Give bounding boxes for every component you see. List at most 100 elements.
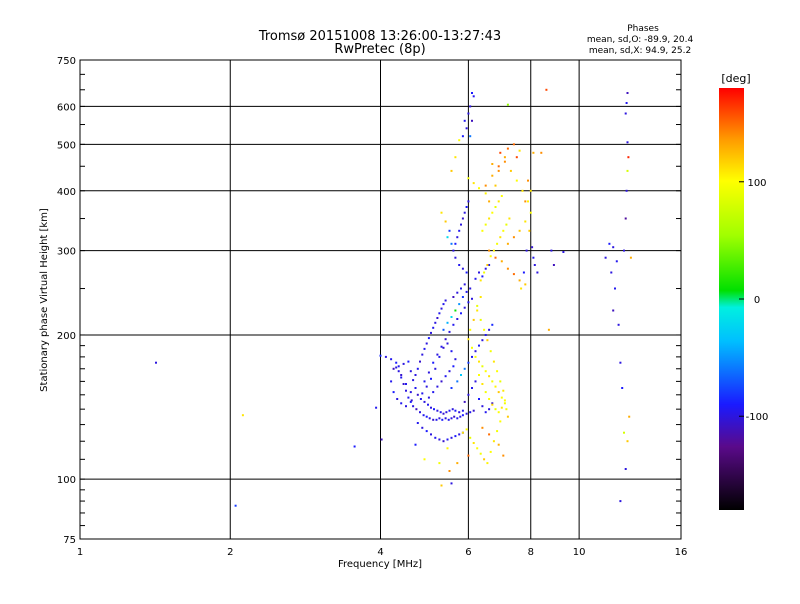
data-point xyxy=(491,402,494,405)
data-point xyxy=(478,398,480,400)
data-point xyxy=(626,169,629,172)
data-point xyxy=(505,408,508,411)
data-point xyxy=(467,361,470,364)
colorbar-tick-label: 0 xyxy=(754,295,760,306)
data-point xyxy=(454,156,457,159)
data-point xyxy=(444,375,447,378)
data-point xyxy=(518,279,521,282)
data-point xyxy=(520,287,523,290)
data-point xyxy=(491,174,494,177)
data-point xyxy=(476,304,479,307)
data-point xyxy=(465,428,468,431)
data-point xyxy=(395,361,398,364)
x-tick-label: 16 xyxy=(675,547,688,558)
data-point xyxy=(430,406,432,409)
data-point xyxy=(430,331,432,334)
data-point xyxy=(409,391,412,394)
data-point xyxy=(619,361,622,364)
data-point xyxy=(496,242,499,245)
data-point xyxy=(416,367,419,370)
data-point xyxy=(461,414,464,417)
data-point xyxy=(494,206,497,208)
data-point xyxy=(502,229,505,232)
data-point xyxy=(416,422,419,424)
data-point xyxy=(515,156,518,159)
data-point xyxy=(444,417,447,420)
data-point xyxy=(392,367,395,370)
data-point xyxy=(458,411,461,414)
data-point xyxy=(446,342,449,345)
data-point xyxy=(494,385,497,388)
data-point xyxy=(463,367,466,370)
data-point xyxy=(623,431,625,434)
data-point xyxy=(524,200,527,203)
data-point xyxy=(423,380,426,383)
data-point xyxy=(446,447,449,450)
data-point xyxy=(494,256,497,259)
data-point xyxy=(458,303,461,306)
data-point xyxy=(518,229,521,232)
data-point xyxy=(460,312,462,315)
y-axis-label: Stationary phase Virtual Height [km] xyxy=(39,208,50,392)
data-point xyxy=(421,392,424,395)
data-point xyxy=(458,229,461,232)
data-point xyxy=(528,229,531,232)
data-point xyxy=(446,236,449,239)
stats-title: Phases xyxy=(627,24,659,34)
data-point xyxy=(489,255,492,258)
data-point xyxy=(479,296,482,298)
data-point xyxy=(454,256,457,259)
data-point xyxy=(442,328,445,331)
data-point xyxy=(617,323,620,326)
data-point xyxy=(479,318,482,321)
chart-subtitle: RwPretec (8p) xyxy=(334,42,425,57)
data-point xyxy=(478,374,480,376)
data-point xyxy=(444,220,447,223)
data-point xyxy=(483,271,486,274)
data-points xyxy=(155,88,632,507)
data-point xyxy=(484,411,487,414)
data-point xyxy=(491,380,494,383)
data-point xyxy=(492,440,495,443)
data-point xyxy=(436,317,439,319)
data-point xyxy=(469,135,472,138)
data-point xyxy=(450,436,453,439)
data-point xyxy=(626,141,629,144)
data-point xyxy=(497,391,500,394)
stats-line-x: mean, sd,X: 94.9, 25.2 xyxy=(589,46,691,56)
data-point xyxy=(444,338,447,341)
data-point xyxy=(463,211,466,214)
data-point xyxy=(423,347,426,350)
data-point xyxy=(531,246,534,249)
stats-line-o: mean, sd,O: -89.9, 20.4 xyxy=(587,35,694,45)
data-point xyxy=(476,447,479,450)
data-point xyxy=(440,345,443,348)
data-point xyxy=(532,256,535,259)
data-point xyxy=(629,256,632,259)
data-point xyxy=(532,151,535,154)
data-point xyxy=(486,264,489,266)
data-point xyxy=(503,399,506,402)
data-point xyxy=(465,127,468,130)
data-point xyxy=(419,411,421,414)
data-point xyxy=(469,328,472,331)
data-point xyxy=(625,189,628,192)
data-point xyxy=(479,279,482,282)
data-point xyxy=(438,417,441,420)
data-point xyxy=(430,377,432,380)
data-point xyxy=(471,387,473,389)
data-point xyxy=(497,165,500,168)
data-point xyxy=(529,211,532,214)
data-point xyxy=(434,367,437,370)
data-point xyxy=(440,380,443,383)
data-point xyxy=(484,192,487,195)
data-point xyxy=(481,275,484,278)
data-point xyxy=(446,438,449,441)
data-point xyxy=(612,309,615,312)
data-point xyxy=(500,406,503,409)
data-point xyxy=(472,409,475,412)
data-point xyxy=(414,374,417,376)
data-point xyxy=(460,374,462,376)
x-axis-label: Frequency [MHz] xyxy=(338,559,422,570)
data-point xyxy=(478,344,480,347)
